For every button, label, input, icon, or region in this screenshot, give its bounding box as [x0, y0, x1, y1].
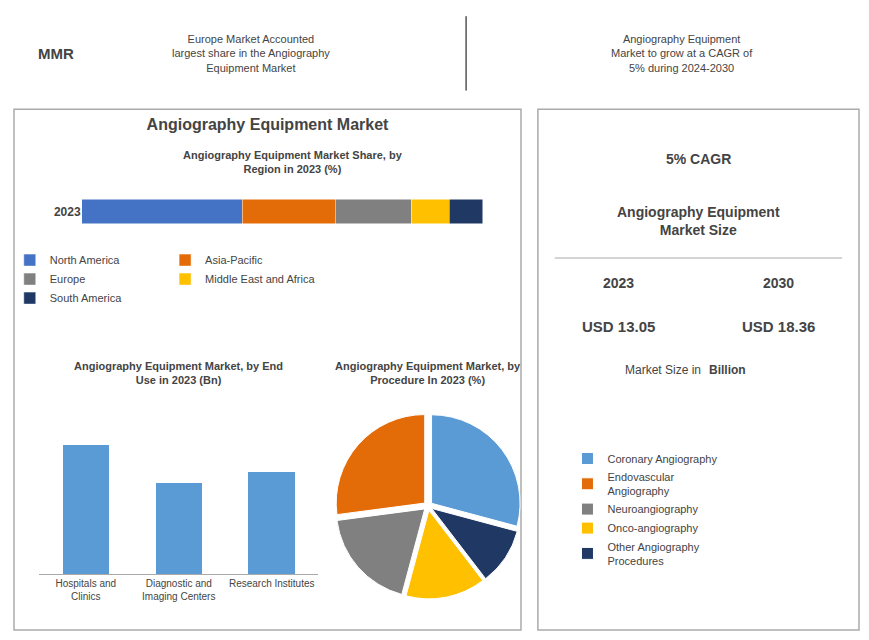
- svg-text:South America: South America: [50, 292, 122, 304]
- svg-text:Other AngiographyProcedures: Other AngiographyProcedures: [607, 541, 699, 567]
- svg-text:Angiography Equipment Market S: Angiography Equipment Market Share, byRe…: [183, 149, 403, 175]
- svg-text:EndovascularAngiography: EndovascularAngiography: [607, 471, 674, 497]
- svg-text:USD 18.36: USD 18.36: [742, 318, 815, 335]
- svg-text:Middle East and Africa: Middle East and Africa: [205, 273, 315, 285]
- svg-text:Angiography EquipmentMarket to: Angiography EquipmentMarket to grow at a…: [611, 33, 753, 74]
- svg-text:Billion: Billion: [709, 363, 746, 377]
- svg-text:5% CAGR: 5% CAGR: [666, 151, 731, 167]
- svg-text:2030: 2030: [763, 275, 794, 291]
- svg-text:Market Size in: Market Size in: [625, 363, 701, 377]
- svg-text:Angiography Equipment Market: Angiography Equipment Market: [147, 116, 389, 133]
- svg-text:Neuroangiography: Neuroangiography: [607, 503, 698, 515]
- svg-text:Angiography EquipmentMarket Si: Angiography EquipmentMarket Size: [617, 204, 780, 238]
- svg-text:2023: 2023: [603, 275, 634, 291]
- svg-text:Angiography Equipment Market,: Angiography Equipment Market, by EndUse …: [74, 360, 283, 386]
- svg-text:Onco-angiography: Onco-angiography: [607, 522, 698, 534]
- svg-text:2023: 2023: [54, 205, 81, 219]
- svg-text:Europe: Europe: [50, 273, 85, 285]
- svg-text:North America: North America: [50, 254, 121, 266]
- svg-text:USD 13.05: USD 13.05: [582, 318, 655, 335]
- svg-text:Research Institutes: Research Institutes: [229, 578, 315, 589]
- svg-text:Hospitals andClinics: Hospitals andClinics: [56, 578, 117, 602]
- svg-text:Asia-Pacific: Asia-Pacific: [205, 254, 263, 266]
- svg-text:Diagnostic andImaging Centers: Diagnostic andImaging Centers: [142, 578, 215, 602]
- svg-text:Coronary Angiography: Coronary Angiography: [607, 453, 717, 465]
- svg-text:Europe Market Accountedlargest: Europe Market Accountedlargest share in …: [172, 33, 330, 74]
- svg-text:MMR: MMR: [38, 45, 74, 62]
- svg-text:Angiography Equipment Market,: Angiography Equipment Market, byProcedur…: [335, 360, 521, 386]
